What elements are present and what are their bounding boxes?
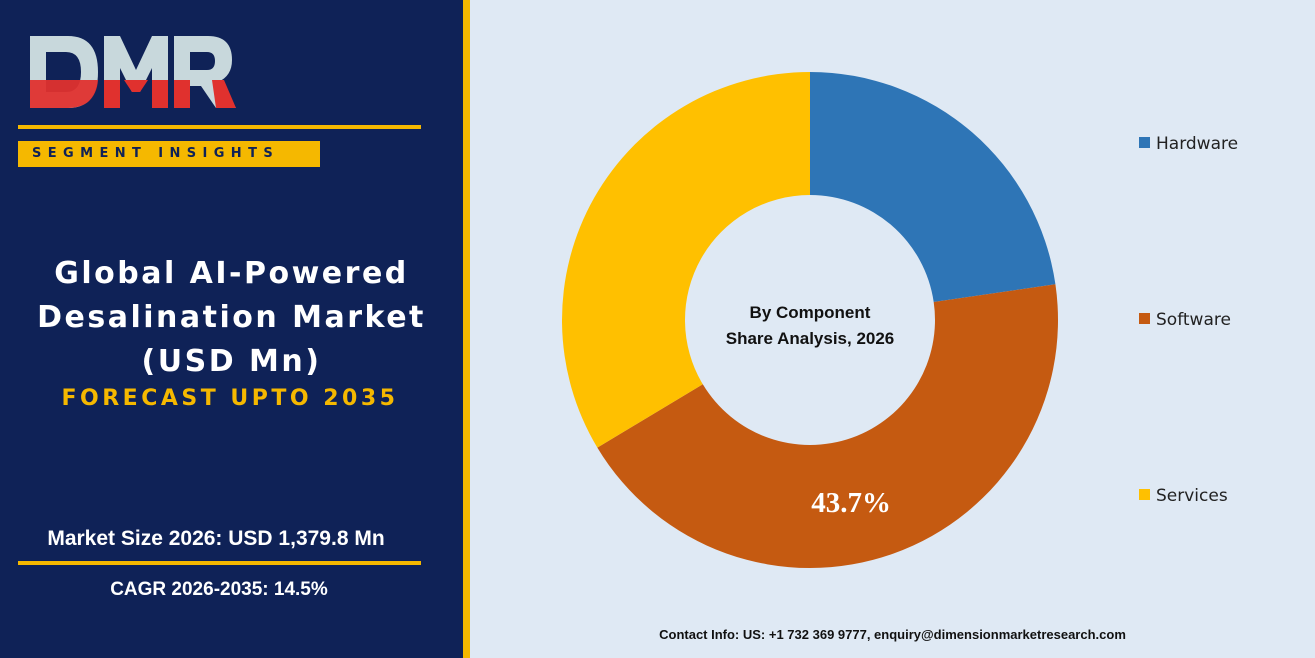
chart-panel: By Component Share Analysis, 2026 43.7% … bbox=[470, 0, 1315, 658]
segment-insights-badge: SEGMENT INSIGHTS bbox=[18, 141, 320, 167]
left-panel: SEGMENT INSIGHTS Global AI-Powered Desal… bbox=[0, 0, 463, 658]
forecast-subtitle: FORECAST UPTO 2035 bbox=[61, 386, 399, 411]
market-size-stat: Market Size 2026: USD 1,379.8 Mn bbox=[47, 527, 385, 550]
legend-swatch-hardware bbox=[1139, 137, 1150, 148]
logo-m bbox=[104, 36, 168, 108]
logo-d bbox=[30, 36, 98, 108]
legend-swatch-software bbox=[1139, 313, 1150, 324]
slice-software bbox=[597, 284, 1058, 568]
gold-rule-bottom bbox=[18, 561, 421, 565]
title-line-2: Desalination Market bbox=[37, 300, 426, 335]
data-label-software: 43.7% bbox=[811, 487, 891, 519]
donut-chart: By Component Share Analysis, 2026 43.7% … bbox=[562, 72, 1238, 568]
accent-divider bbox=[463, 0, 470, 658]
slice-services bbox=[562, 72, 810, 448]
contact-info: Contact Info: US: +1 732 369 9777, enqui… bbox=[659, 627, 1126, 642]
center-label-line-1: By Component bbox=[750, 303, 871, 322]
dmr-logo bbox=[30, 36, 236, 108]
legend-label-hardware: Hardware bbox=[1156, 134, 1238, 154]
slice-hardware bbox=[810, 72, 1056, 302]
legend-label-services: Services bbox=[1156, 486, 1228, 506]
legend-swatch-services bbox=[1139, 489, 1150, 500]
center-label-line-2: Share Analysis, 2026 bbox=[726, 329, 895, 348]
cagr-stat: CAGR 2026-2035: 14.5% bbox=[110, 579, 328, 600]
donut-slices bbox=[562, 72, 1058, 568]
gold-rule-top bbox=[18, 125, 421, 129]
data-labels: 43.7% bbox=[811, 487, 891, 519]
legend-label-software: Software bbox=[1156, 310, 1231, 330]
title-line-1: Global AI-Powered bbox=[54, 256, 409, 291]
logo-r bbox=[174, 36, 236, 108]
chart-legend: Hardware Software Services bbox=[1139, 134, 1238, 506]
page-title: Global AI-Powered Desalination Market (U… bbox=[0, 252, 463, 384]
title-line-3: (USD Mn) bbox=[141, 344, 322, 379]
